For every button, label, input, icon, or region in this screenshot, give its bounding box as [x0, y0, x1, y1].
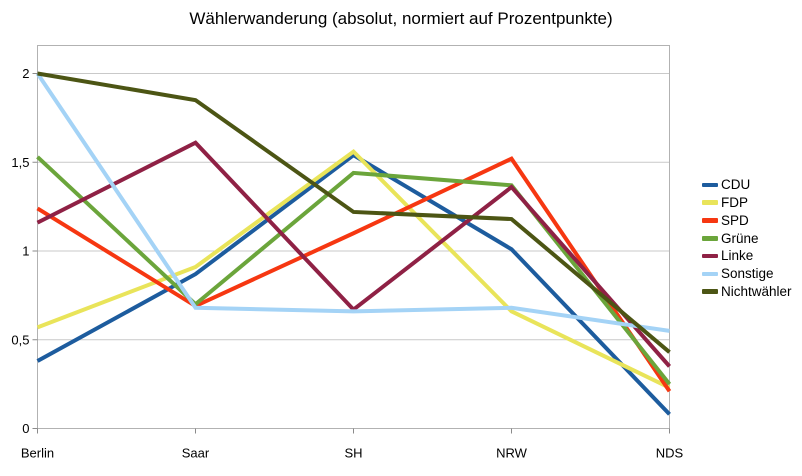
legend-swatch-gruene — [702, 236, 718, 241]
plot-border — [37, 45, 670, 429]
x-axis-label-nds: NDS — [656, 446, 684, 461]
legend-item-linke: Linke — [702, 247, 792, 265]
legend-item-gruene: Grüne — [702, 229, 792, 247]
y-axis-label: 0,5 — [11, 332, 29, 347]
x-axis-label-saar: Saar — [182, 446, 210, 461]
legend-item-fdp: FDP — [702, 194, 792, 212]
series-line-cdu — [36, 152, 671, 416]
legend-label-sonstige: Sonstige — [721, 266, 774, 282]
chart-title: Wählerwanderung (absolut, normiert auf P… — [189, 9, 613, 28]
series-line-nichtwaehler — [37, 71, 671, 354]
series-line-gruene — [36, 155, 672, 386]
series-line-fdp — [36, 148, 671, 390]
legend-swatch-linke — [702, 253, 718, 259]
x-axis-label-berlin: Berlin — [21, 446, 54, 461]
y-axis-label: 2 — [22, 66, 29, 81]
legend-label-fdp: FDP — [721, 194, 748, 210]
legend-item-spd: SPD — [702, 212, 792, 230]
legend-label-gruene: Grüne — [721, 230, 759, 246]
series-line-sonstige — [35, 72, 670, 333]
legend-swatch-nichtwaehler — [702, 289, 718, 294]
legend-label-linke: Linke — [721, 248, 754, 264]
y-axis-label: 0 — [22, 421, 29, 436]
x-axis-label-sh: SH — [344, 446, 362, 461]
legend-swatch-cdu — [702, 182, 718, 188]
legend: CDU FDP SPD Grüne Linke Sonstige Nichtwähler — [702, 176, 792, 301]
legend-label-spd: SPD — [721, 212, 749, 228]
series-line-spd — [36, 156, 672, 393]
y-axis-label: 1,5 — [11, 155, 29, 170]
legend-swatch-spd — [702, 218, 718, 223]
legend-swatch-fdp — [702, 200, 718, 205]
legend-swatch-sonstige — [702, 271, 718, 277]
y-axis-label: 1 — [22, 244, 29, 259]
legend-label-nichtwaehler: Nichtwähler — [721, 283, 792, 299]
x-axis-label-nrw: NRW — [496, 446, 528, 461]
legend-item-sonstige: Sonstige — [702, 265, 792, 283]
legend-item-nichtwaehler: Nichtwähler — [702, 283, 792, 301]
legend-label-cdu: CDU — [721, 177, 751, 193]
legend-item-cdu: CDU — [702, 176, 792, 194]
